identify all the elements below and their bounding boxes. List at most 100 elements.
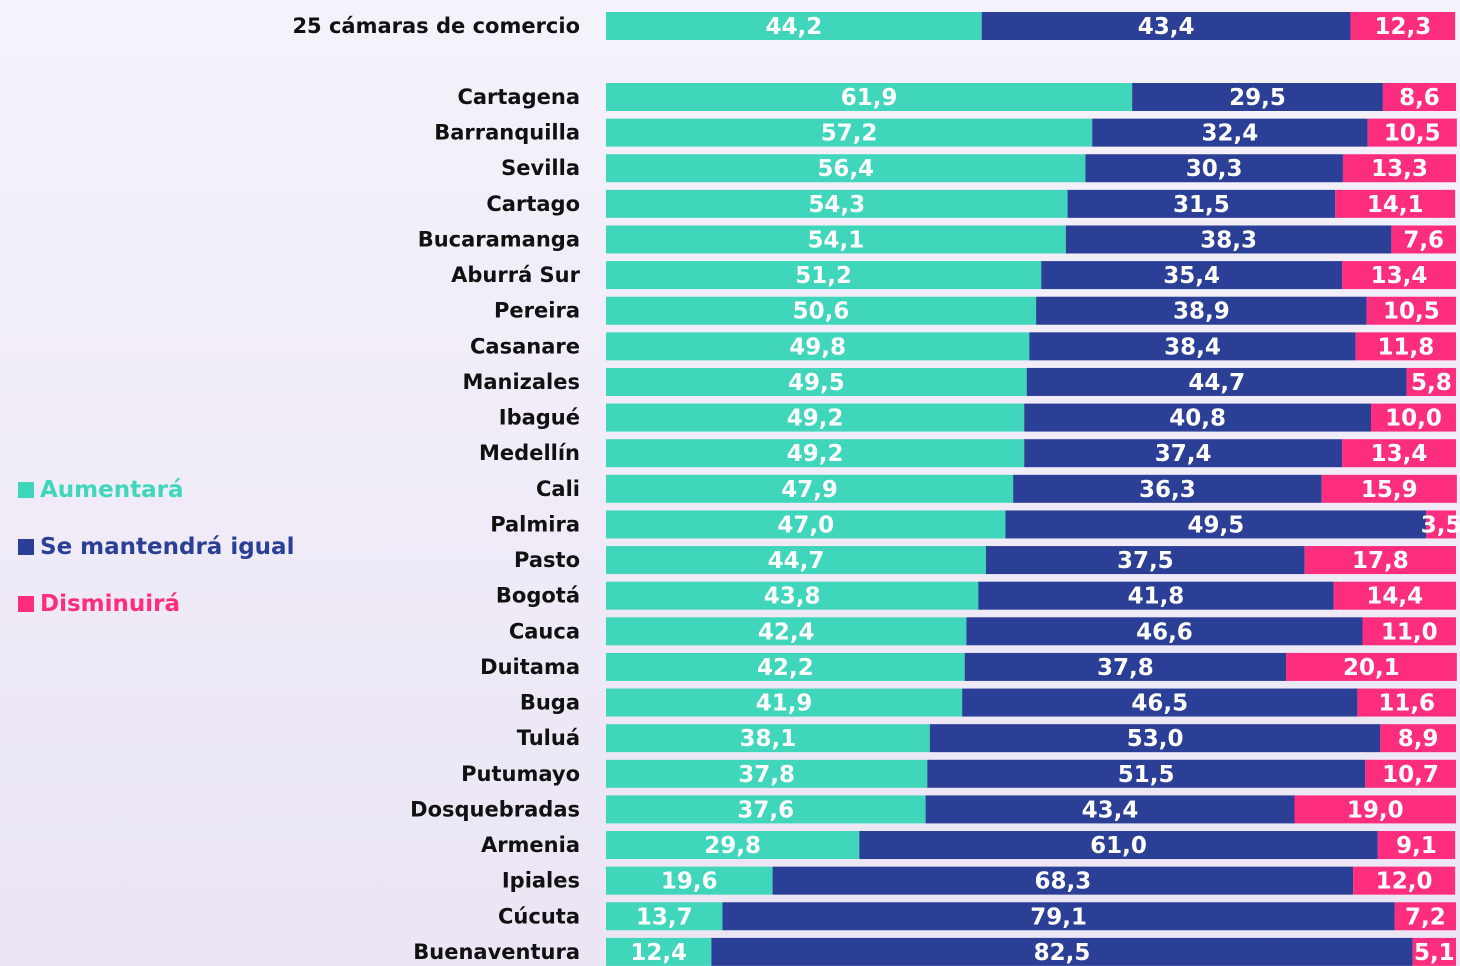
bar-segment bbox=[1350, 12, 1456, 40]
bar-segment bbox=[1366, 296, 1456, 325]
value-label: 8,6 bbox=[1399, 85, 1440, 111]
bar-segment bbox=[1286, 652, 1457, 681]
bar-segment bbox=[1067, 189, 1336, 218]
bar-segment bbox=[1036, 296, 1367, 325]
bar-segment bbox=[1367, 118, 1457, 147]
value-label: 7,2 bbox=[1405, 904, 1446, 930]
bar-segment bbox=[1362, 617, 1456, 646]
bar-segment bbox=[1380, 724, 1456, 753]
bar-segment bbox=[1426, 510, 1456, 539]
bar-segment bbox=[606, 688, 963, 717]
bar-segment bbox=[966, 617, 1363, 646]
bar-segment bbox=[1029, 332, 1356, 361]
value-label: 54,3 bbox=[808, 192, 865, 218]
category-label: Pereira bbox=[494, 299, 580, 323]
bar-segment bbox=[1092, 118, 1368, 147]
bar-segment bbox=[772, 866, 1354, 895]
value-label: 37,4 bbox=[1155, 441, 1212, 467]
category-label: Ipiales bbox=[502, 869, 580, 893]
value-label: 13,7 bbox=[636, 904, 693, 930]
bar-segment bbox=[1342, 439, 1456, 468]
bar-segment bbox=[606, 225, 1066, 254]
value-label: 14,1 bbox=[1367, 192, 1424, 218]
bar-segment bbox=[1377, 831, 1456, 860]
bar-segment bbox=[929, 724, 1381, 753]
value-label: 37,5 bbox=[1117, 548, 1174, 574]
category-label: Manizales bbox=[462, 370, 580, 394]
value-label: 68,3 bbox=[1035, 869, 1092, 895]
category-label: Casanare bbox=[470, 334, 580, 358]
value-label: 40,8 bbox=[1169, 406, 1226, 432]
bar-segment bbox=[606, 403, 1025, 432]
value-label: 47,0 bbox=[777, 512, 834, 538]
value-label: 12,0 bbox=[1376, 869, 1433, 895]
bar-segment bbox=[985, 546, 1305, 575]
bar-segment bbox=[606, 652, 965, 681]
bar-segment bbox=[1342, 261, 1456, 290]
value-label: 61,0 bbox=[1090, 833, 1147, 859]
bar-segment bbox=[1065, 225, 1392, 254]
bar-segment bbox=[606, 546, 986, 575]
bar-segment bbox=[978, 581, 1334, 610]
bar-segment bbox=[1024, 403, 1371, 432]
bar-segment bbox=[1391, 225, 1456, 254]
bar-segment bbox=[1365, 759, 1456, 788]
value-label: 49,2 bbox=[787, 441, 844, 467]
value-label: 61,9 bbox=[841, 85, 898, 111]
value-label: 5,8 bbox=[1411, 370, 1452, 396]
value-label: 41,9 bbox=[756, 691, 813, 717]
bar-segment bbox=[981, 12, 1351, 40]
bar-segment bbox=[1406, 367, 1456, 396]
value-label: 12,4 bbox=[630, 940, 687, 966]
value-label: 12,3 bbox=[1375, 14, 1432, 40]
bar-segment bbox=[606, 510, 1006, 539]
value-label: 13,4 bbox=[1371, 263, 1428, 289]
value-label: 37,8 bbox=[738, 762, 795, 788]
category-label: Cúcuta bbox=[498, 904, 580, 928]
value-label: 79,1 bbox=[1030, 904, 1087, 930]
value-label: 15,9 bbox=[1361, 477, 1418, 503]
value-label: 42,2 bbox=[757, 655, 814, 681]
bar-segment bbox=[1382, 83, 1456, 111]
bar-segment bbox=[1394, 902, 1456, 931]
category-label: Buenaventura bbox=[413, 940, 580, 964]
value-label: 7,6 bbox=[1403, 227, 1444, 253]
value-label: 38,4 bbox=[1164, 334, 1221, 360]
value-label: 46,5 bbox=[1131, 691, 1188, 717]
value-label: 49,5 bbox=[788, 370, 845, 396]
bar-segment bbox=[606, 902, 723, 931]
bar-segment bbox=[1041, 261, 1343, 290]
value-label: 53,0 bbox=[1127, 726, 1184, 752]
bar-segment bbox=[1005, 510, 1427, 539]
category-label: Cartagena bbox=[457, 85, 580, 109]
category-label: Dosquebradas bbox=[410, 797, 580, 821]
value-label: 38,3 bbox=[1200, 227, 1257, 253]
value-label: 82,5 bbox=[1034, 940, 1091, 966]
bar-segment bbox=[606, 795, 926, 824]
bar-segment bbox=[927, 759, 1366, 788]
value-label: 32,4 bbox=[1202, 121, 1259, 147]
bar-segment bbox=[1132, 83, 1383, 111]
value-label: 37,8 bbox=[1097, 655, 1154, 681]
bar-segment bbox=[964, 652, 1286, 681]
value-label: 13,4 bbox=[1371, 441, 1428, 467]
bar-segment bbox=[1294, 795, 1456, 824]
value-label: 5,1 bbox=[1414, 940, 1455, 966]
category-label: Cali bbox=[536, 477, 580, 501]
bar-segment bbox=[606, 154, 1086, 183]
value-label: 50,6 bbox=[793, 299, 850, 325]
bar-segment bbox=[606, 759, 928, 788]
bar-segment bbox=[606, 439, 1025, 468]
bar-segment bbox=[606, 581, 979, 610]
value-label: 54,1 bbox=[808, 227, 865, 253]
bar-segment bbox=[606, 83, 1133, 111]
legend-label: Disminuirá bbox=[40, 591, 180, 617]
category-label: 25 cámaras de comercio bbox=[292, 14, 580, 38]
category-label: Barranquilla bbox=[434, 121, 580, 145]
value-label: 35,4 bbox=[1163, 263, 1220, 289]
bar-segment bbox=[1024, 439, 1343, 468]
bar-segment bbox=[606, 617, 967, 646]
value-label: 44,2 bbox=[765, 14, 822, 40]
bar-segment bbox=[1335, 189, 1456, 218]
bar-segment bbox=[1355, 332, 1456, 361]
